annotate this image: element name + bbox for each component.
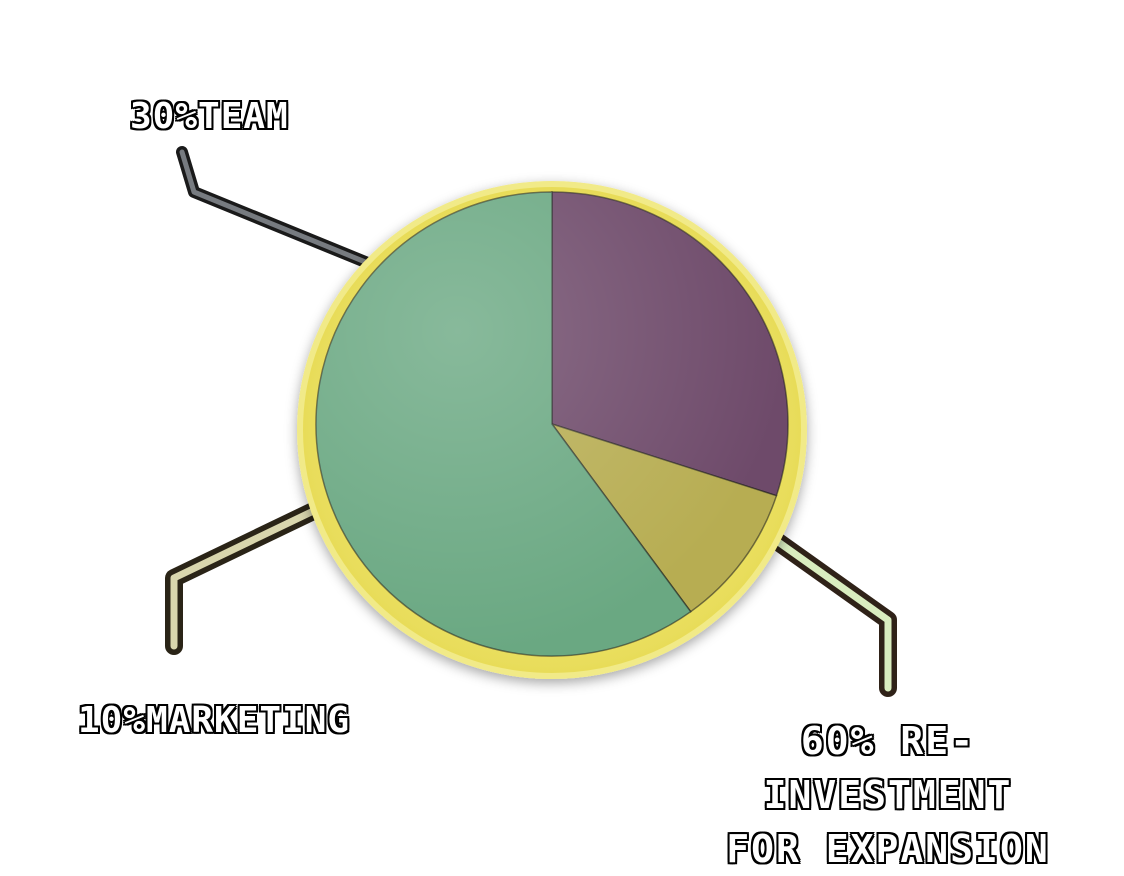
label-team: 30%TEAM <box>130 96 289 137</box>
label-reinvest-line2: FOR EXPANSION <box>726 827 1050 871</box>
label-reinvest: 60% RE-INVESTMENT FOR EXPANSION <box>708 714 1068 876</box>
leader-team-shadow <box>176 146 386 274</box>
label-reinvest-line1: 60% RE-INVESTMENT <box>763 719 1013 817</box>
label-marketing: 10%MARKETING <box>78 700 351 741</box>
leader-team <box>179 149 383 271</box>
pie-shine <box>316 192 788 656</box>
